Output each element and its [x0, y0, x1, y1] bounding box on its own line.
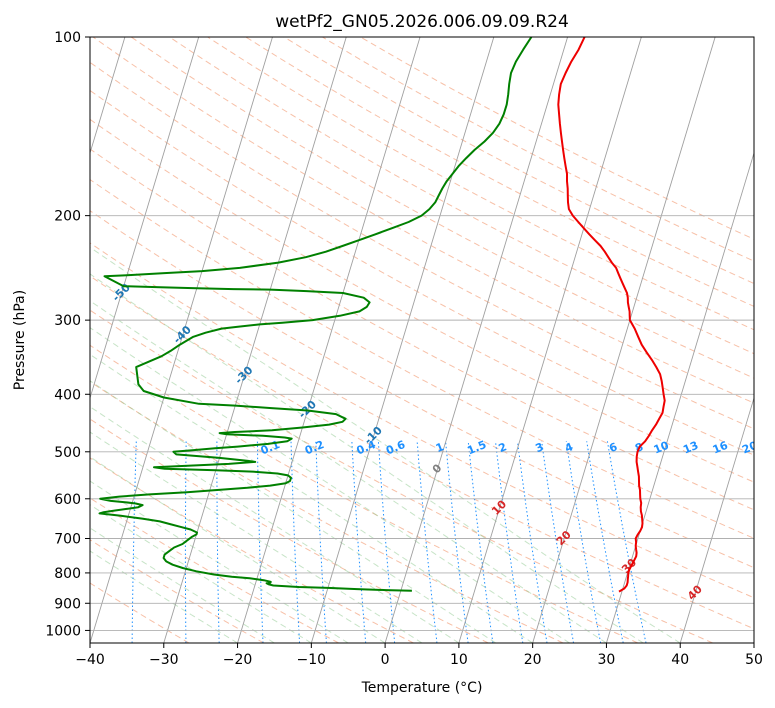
y-tick-label: 900 — [54, 596, 81, 612]
dry-adiabat — [90, 418, 489, 643]
mixing-ratio-line — [541, 441, 574, 643]
x-tick-label: 0 — [381, 652, 390, 668]
isotherm-line — [90, 37, 273, 643]
isotherm-line — [237, 37, 421, 643]
mixing-ratio-line — [416, 441, 438, 643]
mixing-ratio-line — [290, 441, 301, 643]
mixing-ratio-line — [495, 441, 524, 643]
mixing-ratio-label: 16 — [711, 439, 730, 457]
y-tick-label: 800 — [54, 566, 81, 582]
dry-adiabat — [90, 309, 713, 643]
mixing-ratio-line — [216, 441, 220, 643]
mixing-ratio-label: 2 — [497, 440, 509, 455]
dry-adiabat — [283, 37, 754, 285]
y-tick-label: 600 — [54, 492, 81, 508]
dry-adiabat — [90, 539, 265, 643]
y-tick-label: 100 — [54, 30, 81, 46]
mixing-ratio-line — [315, 441, 327, 643]
x-tick-label: 40 — [671, 652, 689, 668]
x-tick-label: 50 — [745, 652, 763, 668]
y-axis-label: Pressure (hPa) — [12, 290, 28, 390]
moist-adiabat — [90, 456, 386, 643]
x-tick-label: −10 — [297, 652, 327, 668]
dry-adiabat — [90, 89, 754, 456]
dry-adiabat — [90, 118, 754, 483]
plot-frame — [89, 36, 755, 644]
moist-adiabat — [90, 300, 607, 643]
mixing-ratio-line — [445, 441, 469, 643]
dry-adiabat — [90, 344, 639, 643]
moist-adiabat — [90, 273, 644, 643]
mixing-ratio-line — [467, 441, 494, 643]
dry-adiabat — [90, 582, 190, 643]
moist-adiabat — [90, 431, 423, 643]
isotherm-line — [532, 37, 716, 643]
y-tick-label: 1000 — [45, 623, 81, 639]
moist-adiabat — [90, 246, 681, 643]
y-tick-label: 700 — [54, 532, 81, 548]
dry-adiabat — [90, 457, 414, 643]
mixing-ratio-labels: 0.10.20.40.611.52346810131620253036 — [259, 438, 759, 457]
y-tick-label: 200 — [54, 209, 81, 225]
isotherm-line — [90, 37, 126, 155]
isotherm-line — [163, 37, 347, 643]
chart-title: wetPf2_GN05.2026.006.09.09.R24 — [275, 12, 569, 32]
mixing-ratio-line — [606, 441, 647, 643]
dry-adiabat — [169, 37, 754, 355]
mixing-ratio-label: 1 — [434, 440, 446, 455]
dry-adiabat — [90, 178, 754, 539]
background-lines — [90, 37, 754, 643]
moist-adiabat — [90, 327, 570, 643]
mixing-ratio-line — [131, 441, 137, 643]
series-group — [98, 37, 666, 593]
dry-adiabat — [245, 37, 754, 307]
y-tick-label: 300 — [54, 313, 81, 329]
x-axis: −40 −30 −20 −10 0 10 20 30 40 50 — [75, 643, 763, 668]
moist-adiabat — [90, 480, 349, 643]
dry-adiabat — [90, 61, 754, 430]
mixing-ratio-line — [256, 441, 264, 643]
temperature-profile-line — [557, 37, 666, 593]
dry-adiabat — [90, 242, 754, 599]
x-tick-label: 30 — [598, 652, 616, 668]
mixing-ratio-label: 10 — [652, 439, 671, 457]
isotherm-line — [458, 37, 642, 643]
mixing-ratio-label: 13 — [681, 439, 700, 457]
moist-adiabat — [90, 353, 533, 643]
x-axis-label: Temperature (°C) — [361, 680, 483, 696]
moist-adiabat — [90, 527, 275, 643]
isotherm-line — [384, 37, 569, 643]
moist-adiabat — [90, 550, 238, 643]
mixing-ratio-line — [184, 441, 187, 643]
mixing-ratio-label: 3 — [534, 440, 546, 455]
dry-adiabat — [90, 148, 754, 511]
dry-adiabat — [130, 37, 754, 379]
x-tick-label: 10 — [450, 652, 468, 668]
y-tick-label: 500 — [54, 445, 81, 461]
mixing-ratio-line — [351, 441, 367, 643]
mixing-ratio-line — [565, 441, 602, 643]
x-tick-label: −30 — [149, 652, 179, 668]
grid — [90, 37, 754, 643]
y-axis: 100 200 300 400 500 600 700 800 900 1000 — [45, 30, 90, 639]
dewpoint-profile-line — [98, 37, 533, 592]
isotherm-line — [90, 37, 200, 400]
y-tick-label: 400 — [54, 387, 81, 403]
isotherm-line — [310, 37, 495, 643]
mixing-ratio-line — [517, 441, 548, 643]
mixing-ratio-line — [586, 441, 624, 643]
x-tick-label: 20 — [524, 652, 542, 668]
isotherm-line — [679, 396, 754, 643]
x-tick-label: −20 — [223, 652, 253, 668]
mixing-ratio-label: 20 — [740, 439, 759, 457]
x-tick-label: −40 — [75, 652, 105, 668]
moist-adiabat — [90, 504, 312, 643]
